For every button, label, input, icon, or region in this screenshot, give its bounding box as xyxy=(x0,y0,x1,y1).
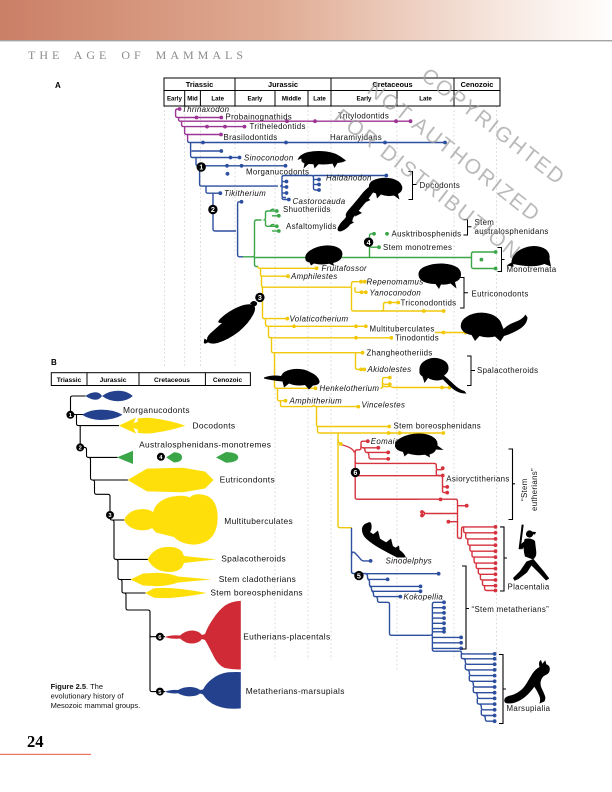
svg-text:Jurassic: Jurassic xyxy=(100,377,127,384)
svg-text:Volaticotherium: Volaticotherium xyxy=(290,314,349,323)
svg-text:Multituberculates: Multituberculates xyxy=(224,516,293,526)
svg-text:B: B xyxy=(51,358,57,367)
svg-text:Late: Late xyxy=(313,96,326,103)
svg-text:Early: Early xyxy=(357,96,373,103)
svg-text:Triassic: Triassic xyxy=(186,80,214,89)
svg-text:Jurassic: Jurassic xyxy=(268,80,298,89)
svg-text:Docodonts: Docodonts xyxy=(420,181,461,190)
svg-text:Castorocauda: Castorocauda xyxy=(293,197,346,206)
svg-text:Cretaceous: Cretaceous xyxy=(154,377,190,384)
svg-text:Mesozoic mammal groups.: Mesozoic mammal groups. xyxy=(51,701,141,710)
svg-text:Vincelestes: Vincelestes xyxy=(362,400,406,409)
svg-text:Placentalia: Placentalia xyxy=(508,583,550,592)
svg-text:Triconodontids: Triconodontids xyxy=(401,298,457,307)
svg-text:Docodonts: Docodonts xyxy=(193,420,236,430)
svg-text:Figure 2.5. The: Figure 2.5. The xyxy=(51,682,103,691)
svg-text:Repenomamus: Repenomamus xyxy=(367,277,424,286)
svg-text:Sinodelphys: Sinodelphys xyxy=(386,557,433,566)
svg-text:Yanoconodon: Yanoconodon xyxy=(370,288,422,297)
svg-text:Morganucodonts: Morganucodonts xyxy=(123,405,190,415)
svg-text:Metatherians-marsupials: Metatherians-marsupials xyxy=(246,686,345,696)
svg-text:Eutriconodonts: Eutriconodonts xyxy=(472,289,529,298)
svg-text:Probainognathids: Probainognathids xyxy=(226,113,293,122)
svg-text:Zhangheotheriids: Zhangheotheriids xyxy=(367,349,433,358)
svg-text:Eomaia: Eomaia xyxy=(371,437,400,446)
svg-text:Brasilodontids: Brasilodontids xyxy=(224,133,278,142)
svg-text:Marsupialia: Marsupialia xyxy=(507,704,551,713)
svg-text:Eutricondonts: Eutricondonts xyxy=(220,474,275,484)
svg-text:3: 3 xyxy=(258,293,262,302)
svg-text:Tikitherium: Tikitherium xyxy=(224,189,266,198)
svg-text:5: 5 xyxy=(158,690,162,696)
svg-text:Henkelotherium: Henkelotherium xyxy=(320,384,380,393)
svg-text:Fruitafossor: Fruitafossor xyxy=(322,264,368,273)
svg-text:2: 2 xyxy=(211,205,215,214)
svg-text:Monotremata: Monotremata xyxy=(507,265,557,274)
svg-text:Middle: Middle xyxy=(282,96,302,103)
svg-text:Early: Early xyxy=(167,96,183,103)
svg-text:“Stem metatherians”: “Stem metatherians” xyxy=(472,605,550,614)
svg-text:Haramiyidans: Haramiyidans xyxy=(330,133,382,142)
svg-text:“Stemeutherians”: “Stemeutherians” xyxy=(520,468,539,511)
svg-text:24: 24 xyxy=(27,732,44,751)
svg-text:1: 1 xyxy=(69,413,73,419)
svg-text:Amphilestes: Amphilestes xyxy=(290,272,338,281)
svg-text:Late: Late xyxy=(211,96,224,103)
svg-text:Stem boreosphenidans: Stem boreosphenidans xyxy=(210,588,303,598)
svg-text:Akidolestes: Akidolestes xyxy=(367,365,412,374)
svg-text:A: A xyxy=(55,81,61,90)
svg-text:Ausktribosphenids: Ausktribosphenids xyxy=(392,229,462,238)
svg-text:Mid: Mid xyxy=(187,96,198,103)
svg-text:Early: Early xyxy=(248,96,264,103)
svg-text:Stem cladotherians: Stem cladotherians xyxy=(219,574,296,584)
svg-text:Asfaltomylids: Asfaltomylids xyxy=(286,222,337,231)
svg-text:1: 1 xyxy=(199,163,203,172)
svg-text:Tritylodontids: Tritylodontids xyxy=(338,112,389,121)
svg-text:Triassic: Triassic xyxy=(57,377,82,384)
svg-text:5: 5 xyxy=(357,571,361,580)
svg-text:Multituberculates: Multituberculates xyxy=(370,324,435,333)
svg-text:Cretaceous: Cretaceous xyxy=(372,80,412,89)
svg-text:Eutherians-placentals: Eutherians-placentals xyxy=(243,632,330,642)
svg-text:evolutionary history of: evolutionary history of xyxy=(51,692,125,701)
svg-text:australosphenidans: australosphenidans xyxy=(475,227,549,236)
svg-text:Thrinaxodon: Thrinaxodon xyxy=(182,105,230,114)
svg-text:Stem monotremes: Stem monotremes xyxy=(383,243,452,252)
svg-text:Late: Late xyxy=(419,96,432,103)
svg-text:Asioryctitherians: Asioryctitherians xyxy=(446,475,509,484)
svg-text:THE AGE OF MAMMALS: THE AGE OF MAMMALS xyxy=(28,48,247,62)
svg-text:6: 6 xyxy=(158,635,162,641)
svg-text:Spalacotheroids: Spalacotheroids xyxy=(221,553,286,563)
svg-text:3: 3 xyxy=(108,513,112,519)
svg-text:Shuotheriids: Shuotheriids xyxy=(283,205,331,214)
svg-text:Amphitherium: Amphitherium xyxy=(289,396,343,405)
svg-text:4: 4 xyxy=(367,238,371,247)
svg-text:4: 4 xyxy=(159,455,163,461)
svg-text:Australosphenidans-monotremes: Australosphenidans-monotremes xyxy=(139,440,271,450)
svg-text:Kokopellia: Kokopellia xyxy=(404,592,444,601)
svg-text:Spalacotheroids: Spalacotheroids xyxy=(477,366,538,375)
svg-text:Stem: Stem xyxy=(475,218,495,227)
svg-text:2: 2 xyxy=(79,446,82,452)
svg-text:Sinoconodon: Sinoconodon xyxy=(244,153,294,162)
svg-text:Tinodontids: Tinodontids xyxy=(395,334,439,343)
svg-text:6: 6 xyxy=(353,468,357,477)
svg-text:Cenozoic: Cenozoic xyxy=(213,377,243,384)
svg-text:Morganucodonts: Morganucodonts xyxy=(246,168,309,177)
svg-text:Cenozoic: Cenozoic xyxy=(461,80,494,89)
svg-text:Stem boreosphenidans: Stem boreosphenidans xyxy=(394,422,482,431)
svg-text:Tritheledontids: Tritheledontids xyxy=(250,122,306,131)
svg-text:Haldanodon: Haldanodon xyxy=(326,174,372,183)
